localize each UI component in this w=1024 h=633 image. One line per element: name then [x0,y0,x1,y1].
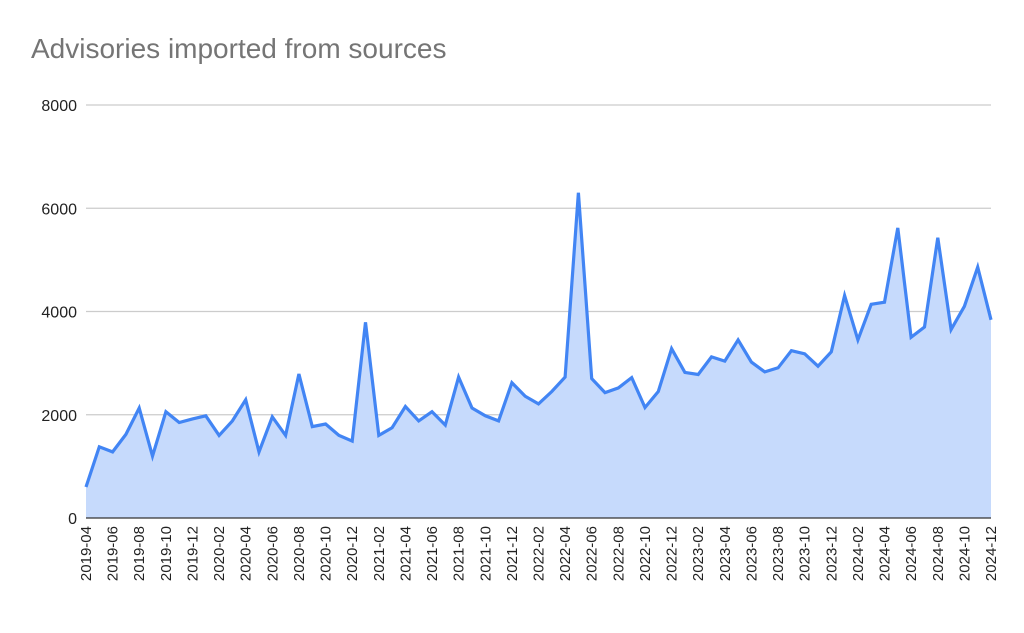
x-tick-label: 2022-12 [664,526,681,581]
x-tick-label: 2022-06 [584,526,601,581]
x-tick-label: 2019-10 [158,526,175,581]
x-tick-label: 2019-04 [78,526,95,581]
chart-title: Advisories imported from sources [31,33,447,64]
area-fill [86,192,991,519]
data-line [84,192,993,488]
x-tick-label: 2021-12 [504,526,521,581]
x-tick-label: 2021-08 [451,526,468,581]
x-tick-label: 2022-02 [531,526,548,581]
x-tick-label: 2022-10 [637,526,654,581]
x-tick-label: 2021-06 [424,526,441,581]
x-tick-label: 2023-10 [797,526,814,581]
x-tick-label: 2023-04 [717,526,734,581]
x-tick-label: 2021-10 [477,526,494,581]
x-axis-tick-labels: 2019-04 2019-06 2019-08 2019-10 2019-12 2020-… [78,526,1000,581]
x-tick-label: 2023-12 [823,526,840,581]
x-tick-label: 2020-02 [211,526,228,581]
x-tick-label: 2019-08 [131,526,148,581]
y-tick-label: 4000 [41,305,77,322]
y-tick-label: 6000 [41,201,77,218]
x-tick-label: 2022-04 [557,526,574,581]
x-tick-label: 2024-12 [983,526,1000,581]
x-tick-label: 2021-04 [397,526,414,581]
x-tick-label: 2023-02 [690,526,707,581]
y-tick-label: 8000 [41,98,77,115]
y-tick-label: 0 [68,511,77,528]
x-tick-label: 2023-08 [770,526,787,581]
x-tick-label: 2020-08 [291,526,308,581]
x-tick-label: 2020-12 [344,526,361,581]
x-tick-label: 2024-04 [877,526,894,581]
x-tick-label: 2020-10 [318,526,335,581]
x-tick-label: 2021-02 [371,526,388,581]
x-tick-label: 2020-04 [238,526,255,581]
x-tick-label: 2024-06 [903,526,920,581]
x-tick-label: 2019-06 [105,526,122,581]
x-tick-label: 2023-06 [743,526,760,581]
y-axis-tick-labels: 0 2000 4000 6000 8000 [41,98,77,528]
y-tick-label: 2000 [41,408,77,425]
x-tick-label: 2022-08 [610,526,627,581]
x-tick-label: 2019-12 [185,526,202,581]
x-tick-label: 2024-02 [850,526,867,581]
x-tick-label: 2024-08 [930,526,947,581]
x-tick-label: 2024-10 [956,526,973,581]
x-tick-label: 2020-06 [264,526,281,581]
